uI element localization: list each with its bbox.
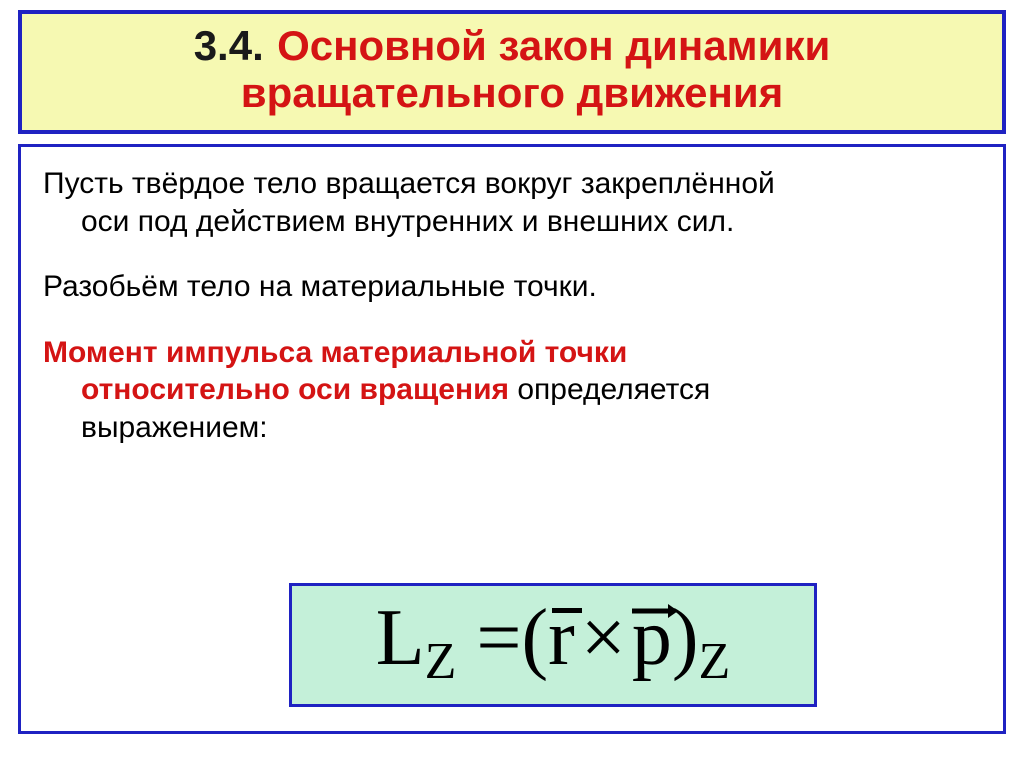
p3-red-line2: относительно оси вращения [81, 373, 509, 406]
sym-L: L [376, 594, 425, 682]
sym-Z2: Z [699, 633, 731, 690]
formula-box: LZ =(r×p)Z [289, 583, 817, 707]
sym-lparen: ( [521, 594, 548, 682]
vec-r: r [548, 598, 575, 678]
paragraph-1: Пусть твёрдое тело вращается вокруг закр… [43, 165, 981, 240]
title-text-2: вращательного движения [32, 69, 992, 116]
body-box: Пусть твёрдое тело вращается вокруг закр… [18, 144, 1006, 734]
p2-text: Разобьём тело на материальные точки. [43, 270, 597, 303]
p1-lead: Пусть твёрдое тело вращается вокруг закр… [43, 167, 775, 200]
sym-Z1: Z [425, 633, 457, 690]
title-box: 3.4. Основной закон динамики вращательно… [18, 10, 1006, 134]
arrow-over-p-icon [632, 602, 678, 620]
section-number: 3.4. [194, 22, 264, 69]
slide: 3.4. Основной закон динамики вращательно… [0, 0, 1024, 767]
sym-eq: = [476, 594, 521, 682]
p3-line2: относительно оси вращения определяется [43, 371, 981, 409]
title-line-1: 3.4. Основной закон динамики [32, 22, 992, 69]
paragraph-2: Разобьём тело на материальные точки. [43, 268, 981, 306]
title-text-1: Основной закон динамики [277, 22, 830, 69]
bar-over-r-icon [552, 608, 582, 613]
formula: LZ =(r×p)Z [352, 586, 755, 696]
paragraph-3: Момент импульса материальной точки относ… [43, 334, 981, 447]
vec-p: p [632, 598, 672, 678]
p3-red-line1: Момент импульса материальной точки [43, 336, 627, 369]
p3-tail: определяется [509, 373, 710, 406]
sym-times: × [575, 594, 632, 682]
p3-cont: выражением: [43, 409, 981, 447]
p1-cont: оси под действием внутренних и внешних с… [43, 203, 981, 241]
